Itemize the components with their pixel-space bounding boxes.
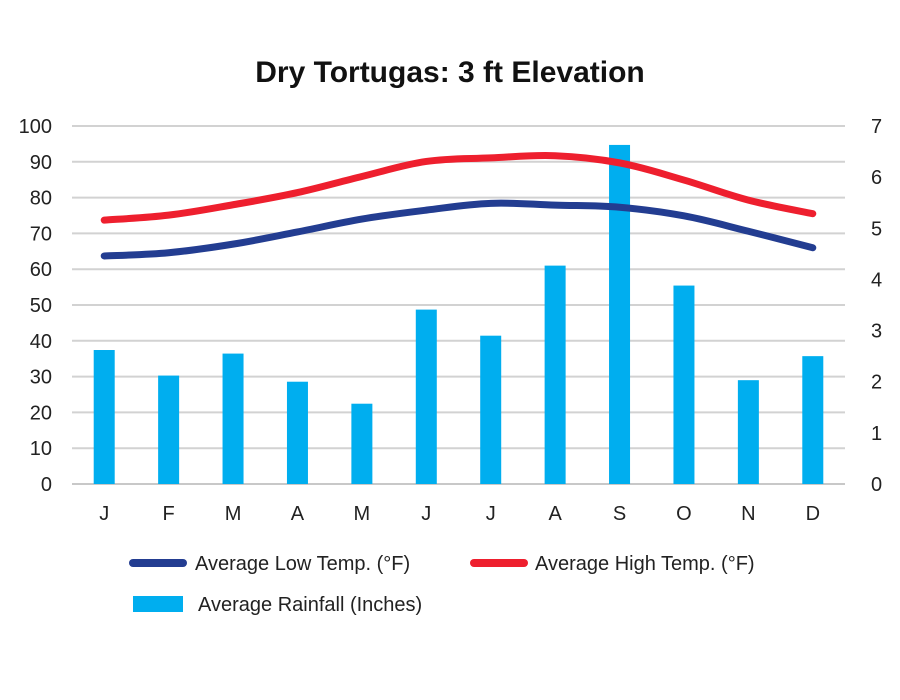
right-axis-tick-label: 5 (871, 218, 882, 240)
right-axis-tick-label: 3 (871, 321, 882, 343)
low-temp-line (100, 199, 817, 260)
rainfall-bar (222, 353, 244, 484)
high-temp-line (100, 152, 817, 224)
rainfall-bar (480, 335, 502, 484)
left-axis-tick-label: 0 (41, 474, 52, 496)
left-axis-tick-label: 60 (30, 259, 52, 281)
x-axis-tick-label: D (806, 503, 820, 525)
x-axis-tick-label: J (421, 503, 431, 525)
left-axis-tick-label: 70 (30, 223, 52, 245)
left-axis-tick-label: 20 (30, 402, 52, 424)
right-axis-tick-label: 2 (871, 372, 882, 394)
x-axis-tick-label: M (225, 503, 242, 525)
left-axis-tick-label: 100 (19, 116, 52, 138)
right-axis-tick-label: 1 (871, 423, 882, 445)
x-axis-tick-label: M (354, 503, 371, 525)
right-axis-ticks: 0 1 2 3 4 5 6 7 (871, 116, 882, 496)
x-axis-tick-label: N (741, 503, 755, 525)
right-axis-tick-label: 6 (871, 167, 882, 189)
left-axis-tick-label: 30 (30, 367, 52, 389)
x-axis-tick-label: A (548, 503, 562, 525)
left-axis-tick-label: 80 (30, 188, 52, 210)
legend-label-high-temp: Average High Temp. (°F) (535, 553, 755, 575)
left-axis-tick-label: 50 (30, 295, 52, 317)
right-axis-tick-label: 4 (871, 269, 882, 291)
rainfall-bar (673, 285, 695, 484)
rainfall-bar (93, 350, 115, 484)
right-axis-tick-label: 0 (871, 474, 882, 496)
x-axis-tick-label: J (486, 503, 496, 525)
legend: Average Low Temp. (°F) Average High Temp… (129, 553, 755, 616)
legend-label-low-temp: Average Low Temp. (°F) (195, 553, 410, 575)
rainfall-bars (93, 144, 824, 484)
left-axis-tick-label: 40 (30, 331, 52, 353)
rainfall-bar (802, 356, 824, 484)
rainfall-bar (544, 265, 566, 484)
legend-label-rainfall: Average Rainfall (Inches) (198, 594, 422, 616)
gridlines (72, 125, 845, 485)
right-axis-tick-label: 7 (871, 116, 882, 138)
rainfall-bar (286, 381, 308, 484)
rainfall-bar (351, 403, 373, 484)
rainfall-bar (158, 375, 180, 484)
x-axis-tick-label: F (163, 503, 175, 525)
left-axis-tick-label: 10 (30, 438, 52, 460)
x-axis-tick-label: J (99, 503, 109, 525)
left-axis-tick-label: 90 (30, 152, 52, 174)
x-axis-tick-label: S (613, 503, 626, 525)
rainfall-bar (737, 380, 759, 484)
rainfall-bar (609, 144, 631, 484)
x-axis-tick-label: O (676, 503, 692, 525)
legend-swatch-rainfall (133, 596, 183, 612)
left-axis-ticks: 0 10 20 30 40 50 60 70 80 90 100 (19, 116, 52, 496)
temperature-lines (100, 152, 817, 260)
rainfall-bar (415, 309, 437, 484)
x-axis-tick-label: A (291, 503, 305, 525)
chart-title: Dry Tortugas: 3 ft Elevation (255, 56, 645, 89)
